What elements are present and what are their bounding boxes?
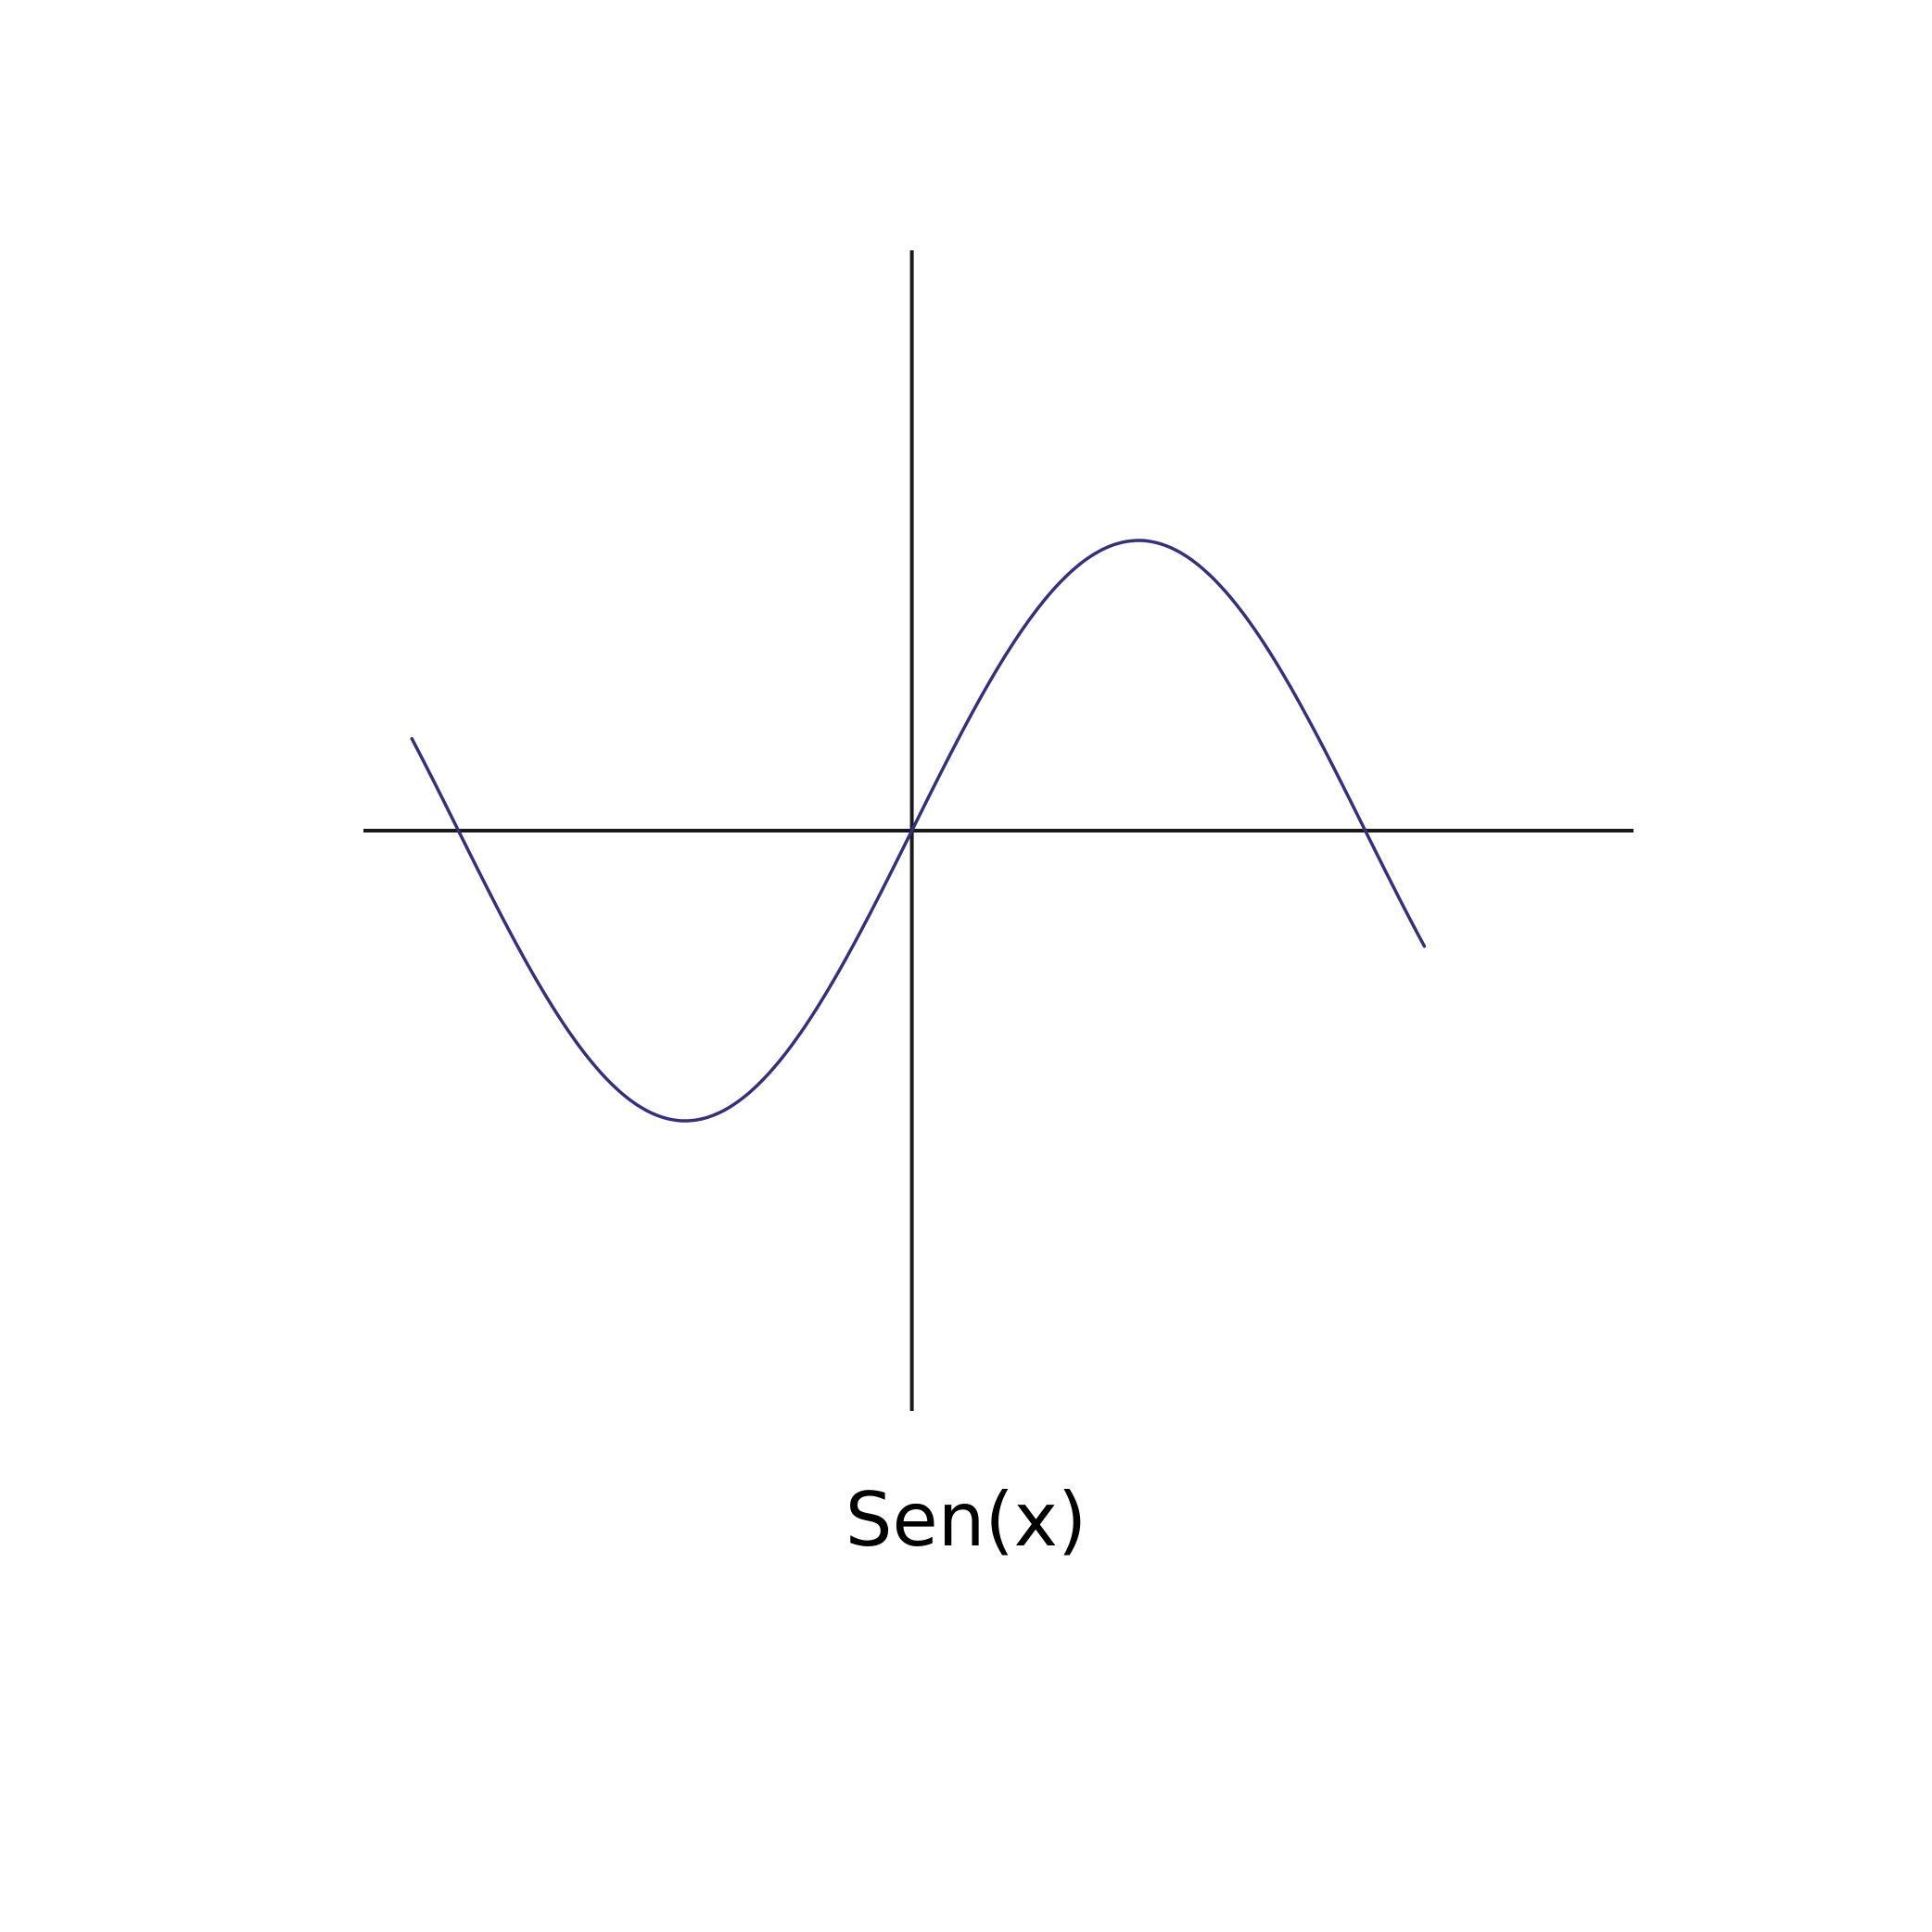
chart-caption: Sen(x) <box>845 1477 1087 1563</box>
sine-curve <box>410 539 1427 1123</box>
